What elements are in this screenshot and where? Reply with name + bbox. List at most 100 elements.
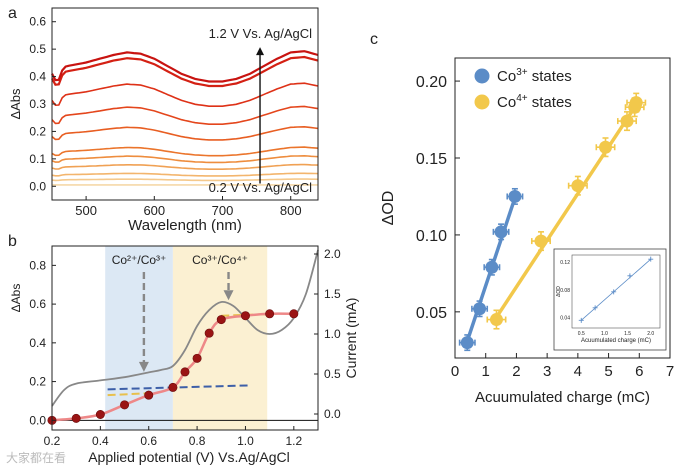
data-point — [629, 96, 643, 110]
region-arrow-head-0 — [138, 361, 149, 372]
x-axis-label-b: Applied potential (V) Vs.Ag/AgCl — [88, 449, 290, 465]
x-tick-label-b-0: 0.2 — [44, 434, 61, 448]
dabs-point — [120, 400, 130, 410]
spectra-series-group — [51, 50, 319, 186]
y-tick-label-a-6: 0.6 — [29, 15, 46, 29]
x-tick-label-c-7: 7 — [666, 363, 674, 380]
inset-frame — [553, 248, 667, 351]
inset-point — [592, 305, 598, 311]
data-point — [473, 302, 487, 316]
legend-label-base: Co — [497, 94, 516, 111]
inset-y-tick-label-0: 0.04 — [560, 316, 570, 322]
dabs-point — [289, 309, 299, 319]
y-tick-label-right-b-1: 0.5 — [324, 367, 341, 381]
data-point — [460, 336, 474, 350]
x-tick-label-c-0: 0 — [451, 363, 459, 380]
y-tick-label-a-1: 0.1 — [29, 152, 46, 166]
y-tick-label-a-5: 0.5 — [29, 42, 46, 56]
x-tick-label-c-6: 6 — [635, 363, 643, 380]
y-tick-label-left-b-4: 0.8 — [29, 258, 46, 272]
y-tick-label-a-0: 0.0 — [29, 179, 46, 193]
x-tick-label-b-2: 0.6 — [140, 434, 157, 448]
y-tick-label-c-2: 0.15 — [416, 151, 447, 168]
inset-point — [578, 317, 584, 323]
annotation-top-a: 1.2 V Vs. Ag/AgCl — [209, 26, 312, 41]
region-label-1: Co³⁺/Co⁴⁺ — [192, 253, 248, 267]
region-0 — [105, 246, 173, 430]
x-tick-label-c-2: 2 — [512, 363, 520, 380]
x-tick-label-a-500: 500 — [75, 203, 97, 218]
annotation-bottom-a: 0.2 V Vs. Ag/AgCl — [209, 180, 312, 195]
panel-label-c: c — [370, 31, 378, 48]
inset-x-tick-label-1: 1.0 — [601, 331, 608, 337]
x-tick-label-b-5: 1.2 — [285, 434, 302, 448]
watermark-text: 大家都在看 — [6, 451, 67, 465]
y-tick-label-left-b-3: 0.6 — [29, 297, 46, 311]
spectrum-line-5 — [51, 146, 319, 157]
inset-x-label: Acuumulated charge (mC) — [581, 338, 651, 344]
x-axis-label-a: Wavelength (nm) — [128, 217, 242, 234]
data-point — [508, 189, 522, 203]
legend-label-1: Co4+ states — [497, 93, 572, 111]
spectrum-line-9 — [51, 55, 319, 88]
inset-x-tick-label-2: 1.5 — [624, 331, 631, 337]
region-label-0: Co²⁺/Co³⁺ — [112, 253, 167, 267]
inset-plot-frame — [571, 254, 661, 329]
spectrum-line-4 — [51, 154, 319, 164]
dabs-point — [71, 413, 81, 423]
dabs-point — [95, 410, 105, 420]
inset-chart: 0.5 1.0 1.5 2.0 0.04 0.08 0.12 Acuumulated char… — [553, 248, 667, 351]
y-axis-label-a: ΔAbs — [8, 88, 23, 120]
x-tick-label-b-3: 0.8 — [189, 434, 206, 448]
data-point — [571, 179, 585, 193]
dabs-point — [240, 311, 250, 321]
inset-point — [648, 256, 654, 262]
y-tick-label-a-2: 0.2 — [29, 124, 46, 138]
legend-label-rest: states — [528, 68, 572, 85]
y-tick-label-left-b-2: 0.4 — [29, 336, 46, 350]
legend-label-sup: 3+ — [516, 67, 528, 78]
inset-point — [611, 289, 617, 295]
dabs-point — [204, 328, 214, 338]
plot-frame-b — [51, 245, 319, 431]
dabs-point — [144, 390, 154, 400]
inset-y-tick-label-1: 0.08 — [560, 288, 570, 294]
fit-line-1 — [493, 101, 640, 321]
inset-x-tick-label-3: 2.0 — [647, 331, 654, 337]
dabs-point — [265, 309, 275, 319]
y-axis-label-left-b: ΔAbs — [9, 284, 23, 313]
panel-b-potential-chart: Co²⁺/Co³⁺ Co³⁺/Co⁴⁺ 0.2 0.4 0.6 0.8 1.0 1.2 0.0 0… — [9, 245, 359, 465]
legend-label-rest: states — [528, 94, 572, 111]
y-tick-label-right-b-3: 1.5 — [324, 287, 341, 301]
x-tick-label-a-700: 700 — [212, 203, 234, 218]
y-axis-label-c: ΔOD — [380, 191, 397, 226]
y-tick-label-left-b-0: 0.0 — [29, 413, 46, 427]
y-tick-label-c-0: 0.05 — [416, 305, 447, 322]
series-1: Co4+ states — [474, 92, 647, 330]
inset-point — [627, 273, 633, 279]
inset-y-tick-label-2: 0.12 — [560, 260, 570, 266]
data-point — [489, 313, 503, 327]
legend-label-base: Co — [497, 68, 516, 85]
spectrum-line-6 — [51, 125, 319, 141]
x-tick-label-c-1: 1 — [482, 363, 490, 380]
x-tick-label-a-600: 600 — [143, 203, 165, 218]
legend-marker-1 — [474, 94, 490, 110]
dabs-point — [168, 382, 178, 392]
inset-fit-line — [580, 258, 652, 321]
data-point — [620, 114, 634, 128]
data-point — [599, 140, 612, 154]
legend-label-sup: 4+ — [516, 93, 528, 104]
spectrum-line-3 — [51, 163, 319, 170]
y-axis-label-right-b: Current (mA) — [343, 298, 359, 379]
spectrum-line-10 — [51, 50, 319, 83]
x-tick-label-c-5: 5 — [604, 363, 612, 380]
dash-line-co4-low — [107, 392, 149, 397]
region-1 — [172, 246, 268, 430]
x-tick-label-c-3: 3 — [543, 363, 551, 380]
inset-x-tick-label-0: 0.5 — [578, 331, 585, 337]
spectrum-line-8 — [51, 82, 319, 107]
spectrum-line-7 — [51, 105, 319, 125]
spectrum-line-2 — [51, 172, 319, 177]
